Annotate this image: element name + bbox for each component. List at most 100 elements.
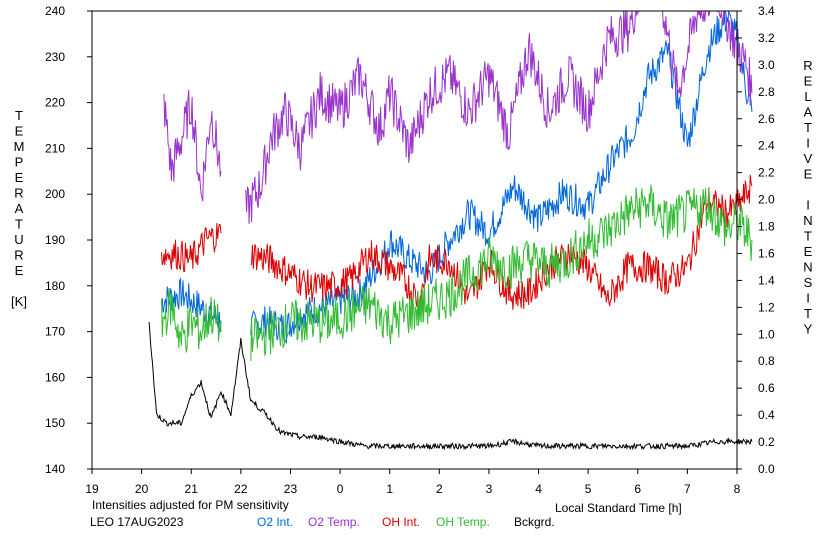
y-right-tick-label: 0.2 — [758, 435, 775, 449]
series-o2-int — [161, 10, 753, 344]
x-tick-label: 19 — [85, 482, 99, 496]
x-tick-label: 7 — [684, 482, 691, 496]
y-right-tick-label: 3.4 — [758, 4, 775, 18]
y-left-title-letter: R — [14, 248, 23, 263]
y-right-title-letter: L — [804, 89, 811, 104]
y-right-title-letter: N — [803, 213, 812, 228]
y-right-title-letter: T — [804, 229, 812, 244]
y-right-title-letter: N — [803, 260, 812, 275]
y-right-title-letter: I — [806, 136, 810, 151]
y-right-title-letter: T — [804, 306, 812, 321]
y-right-tick-label: 2.0 — [758, 193, 775, 207]
legend-item: O2 Int. — [257, 515, 293, 529]
legend-item: Bckgrd. — [514, 515, 555, 529]
x-tick-label: 22 — [234, 482, 248, 496]
series-line — [250, 174, 753, 316]
y-left-tick-label: 240 — [45, 4, 65, 18]
y-right-title-letter: E — [804, 74, 813, 89]
y-left-tick-label: 220 — [45, 96, 65, 110]
y-right-tick-label: 0.4 — [758, 408, 775, 422]
y-left-tick-label: 200 — [45, 187, 65, 201]
y-right-tick-label: 1.2 — [758, 300, 775, 314]
y-left-title-letter: M — [14, 139, 25, 154]
series-layer — [148, 10, 753, 451]
y-left-tick-label: 140 — [45, 462, 65, 476]
y-right-tick-label: 2.2 — [758, 166, 775, 180]
y-left-tick-label: 190 — [45, 233, 65, 247]
legend-item: OH Int. — [382, 515, 420, 529]
y-right-tick-label: 2.4 — [758, 139, 775, 153]
series-line — [161, 287, 222, 353]
legend-item: OH Temp. — [436, 515, 490, 529]
series-line — [163, 89, 222, 202]
y-right-tick-label: 0.8 — [758, 354, 775, 368]
y-left-title-letter: T — [15, 108, 23, 123]
x-tick-label: 21 — [185, 482, 199, 496]
y-right-tick-label: 1.8 — [758, 220, 775, 234]
y-left-title-letter: T — [15, 217, 23, 232]
x-tick-label: 2 — [436, 482, 443, 496]
y-right-title-letter: T — [804, 120, 812, 135]
y-left-title-letter: E — [15, 124, 24, 139]
x-tick-label: 5 — [585, 482, 592, 496]
axes-layer: 1401501601701801902002102202302400.00.20… — [45, 4, 775, 496]
series-line — [250, 184, 753, 362]
y-right-tick-label: 3.2 — [758, 31, 775, 45]
y-right-tick-label: 1.4 — [758, 273, 775, 287]
y-right-title-letter: Y — [804, 322, 813, 337]
y-right-title-letter: V — [804, 151, 813, 166]
series-line — [148, 322, 753, 451]
x-tick-label: 4 — [535, 482, 542, 496]
y-right-title-letter: A — [804, 105, 813, 120]
y-left-title-letter: A — [15, 201, 24, 216]
y-right-tick-label: 3.0 — [758, 58, 775, 72]
series-oh-int — [161, 174, 753, 316]
x-tick-label: 3 — [486, 482, 493, 496]
y-left-tick-label: 160 — [45, 370, 65, 384]
y-right-tick-label: 1.0 — [758, 327, 775, 341]
y-left-tick-label: 180 — [45, 279, 65, 293]
x-tick-label: 8 — [734, 482, 741, 496]
y-left-tick-label: 210 — [45, 141, 65, 155]
series-line — [245, 10, 753, 224]
x-tick-label: 1 — [386, 482, 393, 496]
series-o2-temp — [163, 10, 753, 224]
y-right-tick-label: 2.8 — [758, 85, 775, 99]
station-label: LEO 17AUG2023 — [90, 515, 184, 529]
y-right-tick-label: 1.6 — [758, 246, 775, 260]
y-right-title-letter: E — [804, 244, 813, 259]
y-right-title-letter: R — [803, 58, 812, 73]
y-right-title-letter: E — [804, 167, 813, 182]
series-bckgrd — [148, 322, 753, 451]
y-left-tick-label: 170 — [45, 325, 65, 339]
y-right-tick-label: 2.6 — [758, 112, 775, 126]
y-left-title-letter: E — [15, 263, 24, 278]
x-tick-label: 20 — [135, 482, 149, 496]
series-oh-temp — [161, 184, 753, 362]
y-left-title-letter: [K] — [11, 294, 27, 309]
y-left-title-letter: R — [14, 186, 23, 201]
y-right-title-letter: S — [804, 275, 813, 290]
x-tick-label: 0 — [337, 482, 344, 496]
x-tick-label: 23 — [284, 482, 298, 496]
y-left-tick-label: 230 — [45, 50, 65, 64]
y-right-title-letter: I — [806, 198, 810, 213]
x-axis-title: Local Standard Time [h] — [555, 501, 682, 515]
y-left-title-letter: E — [15, 170, 24, 185]
series-line — [161, 223, 222, 273]
legend-item: O2 Temp. — [308, 515, 360, 529]
x-tick-label: 6 — [634, 482, 641, 496]
y-right-title-letter: I — [806, 291, 810, 306]
y-right-tick-label: 0.0 — [758, 462, 775, 476]
series-line — [250, 10, 753, 344]
y-left-title-letter: P — [15, 155, 24, 170]
y-left-tick-label: 150 — [45, 416, 65, 430]
sensitivity-note: Intensities adjusted for PM sensitivity — [92, 498, 289, 512]
y-left-title-letter: U — [14, 232, 23, 247]
y-right-tick-label: 0.6 — [758, 381, 775, 395]
legend: O2 Int. O2 Temp. OH Int. OH Temp. Bckgrd. — [257, 515, 555, 529]
